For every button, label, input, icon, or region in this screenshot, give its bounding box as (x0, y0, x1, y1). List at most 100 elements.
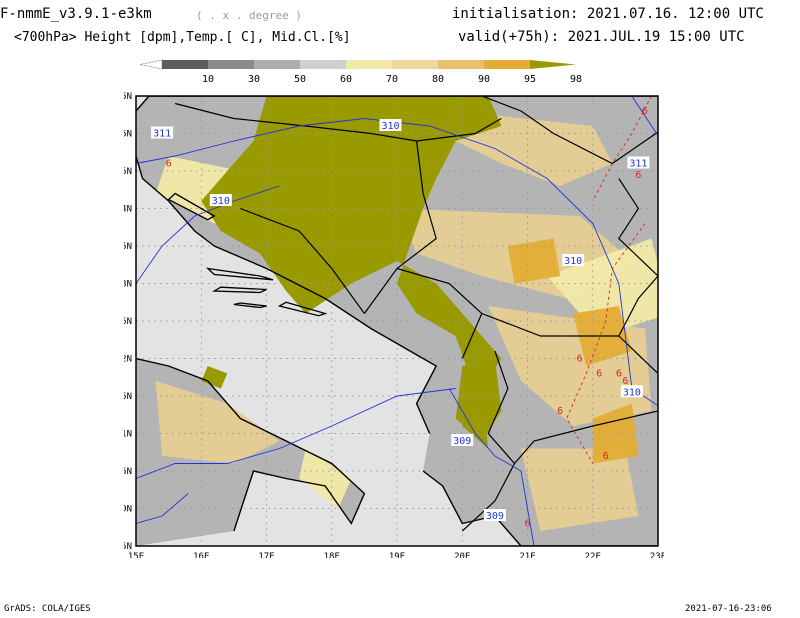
axis-labels: 45.5N 45N 44.5N 44N 43.5N 43N 42.5N 42N 41.5N 41N… (124, 92, 664, 558)
colorbar-level-label: 50 (294, 74, 306, 85)
longitude-tick-label: 22E (585, 552, 601, 558)
temperature-label: 6 (642, 106, 648, 117)
italy-coastline (136, 357, 366, 532)
longitude-tick-label: 16E (193, 552, 209, 558)
temperature-label: 6 (635, 170, 641, 181)
height-label: 309 (453, 436, 471, 447)
colorbar-high-triangle (530, 60, 576, 69)
cloud-patch (521, 448, 639, 531)
colorbar-swatch (254, 60, 300, 69)
height-label: 310 (212, 196, 230, 207)
colorbar-level-label: 95 (524, 74, 536, 85)
latitude-tick-label: 44N (124, 205, 132, 215)
height-contour-line (136, 388, 456, 479)
colorbar-low-triangle (140, 59, 163, 70)
height-label: 310 (564, 256, 582, 267)
island-outline (205, 267, 274, 281)
overcast-region (201, 366, 228, 389)
cloud-patch (547, 238, 658, 336)
footer-timestamp: 2021-07-16-23:06 (685, 604, 772, 614)
longitude-tick-label: 23E (650, 552, 664, 558)
isotherm-line (566, 223, 646, 464)
overcast-region (455, 358, 502, 441)
country-border (461, 463, 516, 532)
height-contours (136, 96, 658, 546)
colorbar-swatch (392, 60, 438, 69)
variables-title: <700hPa> Height [dpm],Temp.[ C], Mid.Cl.… (14, 30, 351, 45)
longitude-tick-label: 21E (519, 552, 535, 558)
latitude-tick-label: 43.5N (124, 242, 132, 252)
height-label: 310 (381, 121, 399, 132)
island-outline (277, 301, 328, 317)
latitude-tick-label: 42.5N (124, 317, 132, 327)
longitude-tick-label: 17E (258, 552, 274, 558)
height-label-box (627, 156, 650, 169)
island-outline (233, 302, 267, 309)
temperature-label: 6 (622, 376, 628, 387)
height-label: 309 (486, 511, 504, 522)
latitude-tick-label: 41N (124, 430, 132, 440)
colorbar-swatch (300, 60, 346, 69)
latitude-tick-label: 40.5N (124, 467, 132, 477)
height-label: 311 (153, 129, 171, 140)
initialisation-time: initialisation: 2021.07.16. 12:00 UTC (452, 6, 764, 22)
colorbar-level-label: 60 (340, 74, 352, 85)
colorbar-level-label: 90 (478, 74, 490, 85)
country-border (174, 102, 417, 142)
temperature-label: 6 (577, 354, 583, 365)
colorbar-level-label: 80 (432, 74, 444, 85)
cloud-patch (507, 238, 561, 284)
height-label-box (562, 254, 585, 266)
grid-unit-label: ( . x . degree ) (196, 9, 302, 22)
colorbar-legend: 10 30 50 60 70 80 90 95 98 (140, 59, 582, 85)
latitude-tick-label: 39.5N (124, 542, 132, 552)
height-label-box (151, 126, 174, 139)
country-border (396, 267, 483, 359)
latitude-tick-label: 41.5N (124, 392, 132, 402)
height-label-box (620, 385, 643, 398)
model-title: F-nmmE_v3.9.1-e3km (0, 6, 152, 22)
country-border (240, 207, 365, 314)
latitude-tick-label: 42N (124, 355, 132, 365)
country-border (481, 96, 658, 165)
island-outline (167, 192, 216, 221)
latitude-tick-label: 45.5N (124, 92, 132, 102)
temperature-label: 6 (524, 519, 530, 530)
height-label-box (483, 509, 506, 521)
colorbar-swatch (438, 60, 484, 69)
valid-time: valid(+75h): 2021.JUL.19 15:00 UTC (458, 29, 745, 45)
height-label-box (451, 434, 474, 446)
latitude-tick-label: 44.5N (124, 167, 132, 177)
latitude-tick-label: 45N (124, 130, 132, 140)
latitude-tick-label: 43N (124, 280, 132, 290)
latitude-tick-label: 40N (124, 505, 132, 515)
country-border (618, 178, 658, 337)
height-label-box (379, 119, 402, 131)
isotherm-line (592, 96, 652, 202)
height-contour-line (448, 388, 535, 546)
colorbar-swatch (208, 60, 254, 69)
overcast-region (201, 96, 502, 449)
longitude-tick-label: 15E (128, 552, 144, 558)
country-border (416, 117, 502, 142)
longitude-tick-label: 19E (389, 552, 405, 558)
longitude-tick-label: 20E (454, 552, 470, 558)
ionian-coastline (149, 96, 658, 546)
island-outline (212, 286, 267, 294)
height-label: 310 (623, 387, 641, 398)
colorbar-swatch (346, 60, 392, 69)
temperature-label: 6 (596, 369, 602, 380)
colorbar-level-label: 30 (248, 74, 260, 85)
adriatic-coastline (136, 96, 438, 434)
colorbar-level-label: 10 (202, 74, 214, 85)
longitude-tick-label: 18E (324, 552, 340, 558)
colorbar-swatch (484, 60, 530, 69)
colorbar-level-label: 98 (570, 74, 582, 85)
country-border (363, 140, 437, 314)
height-contour-line (136, 493, 189, 524)
temperature-label: 6 (166, 159, 172, 170)
temperature-label: 6 (603, 451, 609, 462)
colorbar-level-label: 70 (386, 74, 398, 85)
